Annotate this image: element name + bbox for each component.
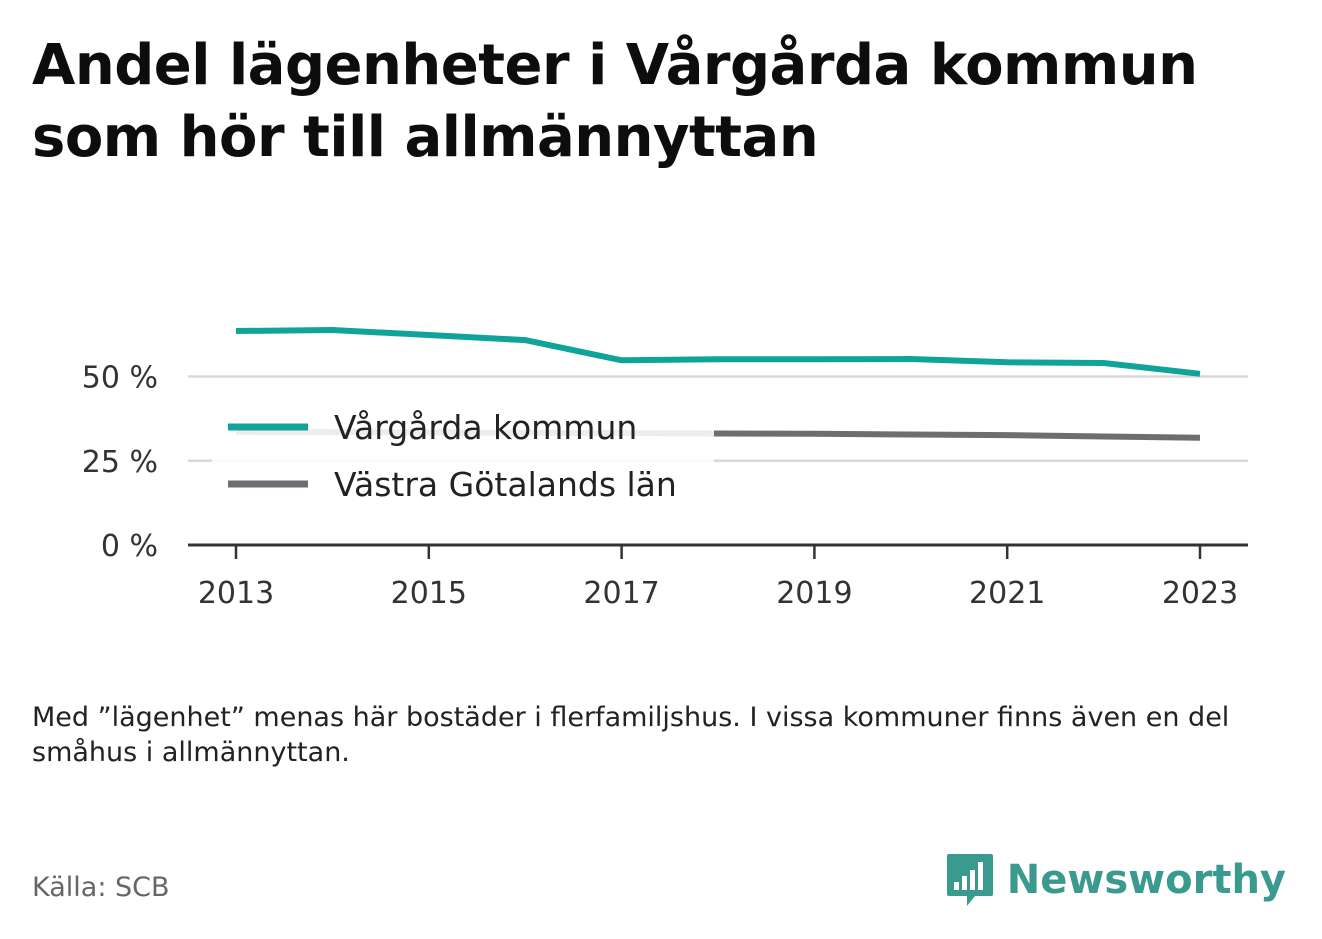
y-tick-label: 25 % xyxy=(82,445,158,480)
x-tick-label: 2019 xyxy=(776,576,852,611)
y-axis-labels: 0 % 25 % 50 % xyxy=(82,361,158,565)
brand-name: Newsworthy xyxy=(1006,857,1286,903)
x-axis xyxy=(188,543,1248,559)
series-line xyxy=(235,327,1201,377)
x-tick-label: 2017 xyxy=(583,576,659,611)
y-tick-label: 0 % xyxy=(101,529,158,564)
brand[interactable]: Newsworthy xyxy=(945,852,1286,908)
chart-note: Med ”lägenhet” menas här bostäder i fler… xyxy=(32,702,1230,768)
legend-label: Vårgårda kommun xyxy=(334,408,637,447)
newsworthy-logo-icon xyxy=(946,854,993,906)
x-tick-label: 2013 xyxy=(198,576,274,611)
x-axis-labels: 2013 2015 2017 2019 2021 2023 xyxy=(198,576,1238,611)
chart-title: Andel lägenheter i Vårgårda kommun som h… xyxy=(32,33,1198,170)
y-tick-label: 50 % xyxy=(82,361,158,396)
x-tick-label: 2021 xyxy=(969,576,1045,611)
legend-label: Västra Götalands län xyxy=(334,465,677,504)
x-tick-label: 2015 xyxy=(391,576,467,611)
legend-background xyxy=(212,398,714,520)
x-tick-label: 2023 xyxy=(1162,576,1238,611)
line-chart: 0 % 25 % 50 % 2013 2015 2017 2019 2021 2023 Vår… xyxy=(82,327,1248,611)
source-credit: Källa: SCB xyxy=(32,872,170,903)
legend: Vårgårda kommun Västra Götalands län xyxy=(212,398,714,520)
